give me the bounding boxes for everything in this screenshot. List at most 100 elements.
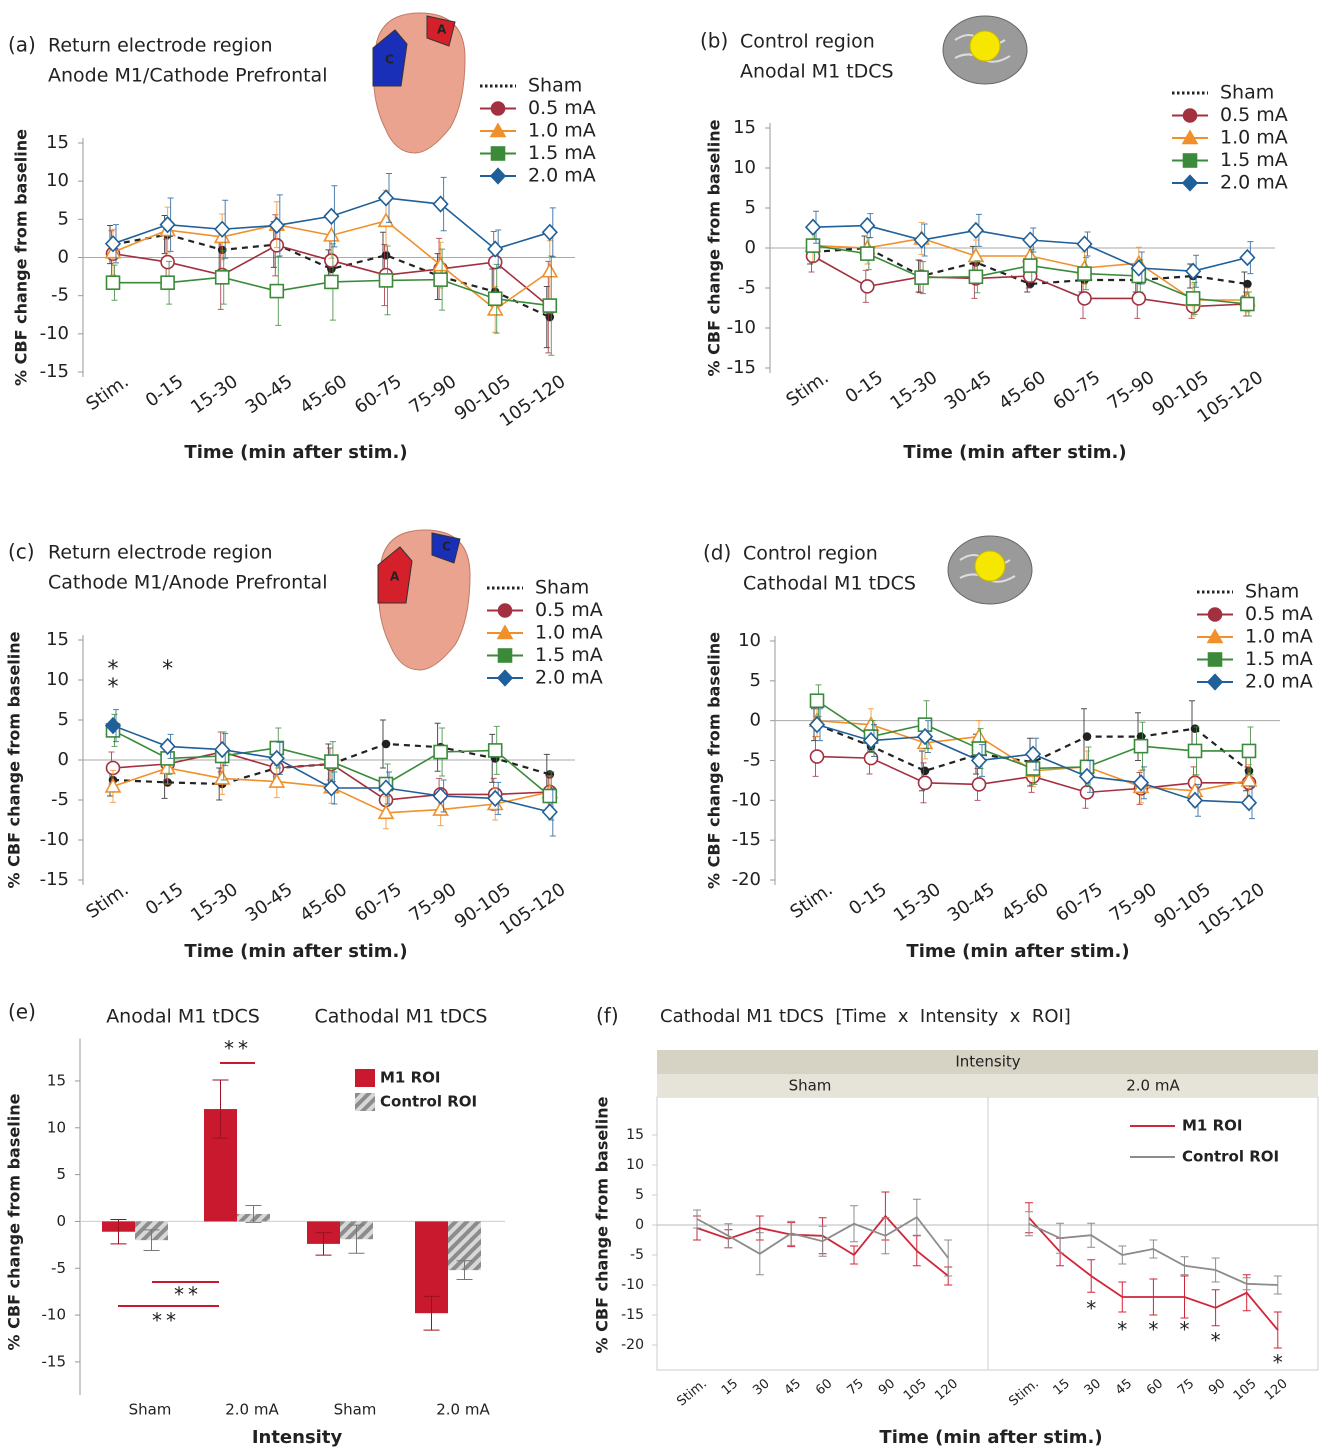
y-axis-title: % CBF change from baseline bbox=[12, 129, 31, 386]
significance-mark: * bbox=[108, 657, 119, 682]
x-tick-label: 15 bbox=[1051, 1376, 1073, 1398]
roi-highlight bbox=[970, 31, 1000, 61]
data-point bbox=[434, 746, 447, 759]
legend-marker bbox=[499, 649, 512, 662]
data-point bbox=[489, 744, 502, 757]
electrode-label: A bbox=[437, 23, 447, 37]
x-tick-label: Sham bbox=[334, 1401, 377, 1419]
data-point bbox=[973, 778, 986, 791]
panel-label: (a) bbox=[8, 33, 36, 57]
data-point bbox=[1243, 744, 1256, 757]
data-point bbox=[861, 247, 874, 260]
significance-label: ** bbox=[174, 1283, 202, 1307]
data-point bbox=[270, 285, 283, 298]
significance-mark: * bbox=[1211, 1328, 1221, 1352]
data-point bbox=[1078, 237, 1092, 252]
x-tick-label: 15-30 bbox=[187, 879, 242, 926]
legend-label: 1.0 mA bbox=[535, 622, 603, 644]
y-tick-label: -15 bbox=[42, 1352, 67, 1370]
y-tick-label: 0 bbox=[58, 247, 69, 268]
legend-marker bbox=[492, 147, 505, 160]
x-tick-label: 45 bbox=[782, 1376, 804, 1398]
x-tick-label: 2.0 mA bbox=[436, 1401, 490, 1419]
data-point bbox=[1024, 259, 1037, 272]
legend-label: 0.5 mA bbox=[1245, 603, 1313, 625]
data-point bbox=[543, 299, 556, 312]
y-tick-label: -10 bbox=[727, 317, 756, 338]
legend-marker bbox=[1208, 675, 1222, 690]
significance-mark: * bbox=[1148, 1318, 1158, 1342]
x-tick-label: 60-75 bbox=[1049, 367, 1104, 414]
data-point bbox=[1189, 744, 1202, 757]
legend-label: Sham bbox=[528, 75, 582, 97]
panel-label: (c) bbox=[8, 540, 35, 564]
panel-title: Control region bbox=[743, 543, 878, 565]
legend-marker bbox=[1184, 154, 1197, 167]
y-axis-title: % CBF change from baseline bbox=[705, 119, 724, 376]
y-tick-label: 15 bbox=[47, 1071, 66, 1089]
x-tick-label: 60 bbox=[813, 1376, 835, 1398]
roi-highlight bbox=[975, 551, 1005, 581]
y-tick-label: -20 bbox=[621, 1337, 644, 1353]
electrode-label: A bbox=[390, 570, 400, 584]
x-tick-label: 105 bbox=[901, 1376, 930, 1403]
x-tick-label: 60 bbox=[1144, 1376, 1166, 1398]
legend-label: 1.5 mA bbox=[1220, 149, 1288, 171]
y-tick-label: -10 bbox=[42, 1306, 67, 1324]
facet-header: Intensity bbox=[955, 1053, 1020, 1071]
y-tick-label: 5 bbox=[750, 670, 761, 691]
x-axis-title: Time (min after stim.) bbox=[184, 941, 407, 962]
legend-label: Sham bbox=[1220, 82, 1274, 104]
significance-mark: * bbox=[1180, 1318, 1190, 1342]
data-point bbox=[107, 276, 120, 289]
data-point bbox=[1027, 762, 1040, 775]
significance-mark: * bbox=[1117, 1318, 1127, 1342]
data-point bbox=[1023, 233, 1037, 248]
y-tick-label: 10 bbox=[738, 630, 761, 651]
panel-label: (e) bbox=[8, 1000, 36, 1024]
legend-label: 0.5 mA bbox=[535, 599, 603, 621]
data-point bbox=[865, 752, 878, 765]
data-point bbox=[922, 767, 929, 774]
x-tick-label: Stim. bbox=[674, 1376, 710, 1409]
data-point bbox=[543, 790, 556, 803]
y-tick-label: -15 bbox=[621, 1307, 644, 1323]
x-axis-title: Intensity bbox=[252, 1427, 343, 1448]
data-point bbox=[489, 292, 502, 305]
x-tick-label: Sham bbox=[129, 1401, 172, 1419]
y-tick-label: 15 bbox=[733, 117, 756, 138]
y-tick-label: -5 bbox=[51, 285, 69, 306]
significance-label: ** bbox=[224, 1037, 252, 1061]
x-tick-label: Stim. bbox=[1006, 1376, 1042, 1409]
y-tick-label: -10 bbox=[40, 829, 69, 850]
y-tick-label: -15 bbox=[727, 357, 756, 378]
x-tick-label: 75 bbox=[1175, 1376, 1197, 1398]
x-tick-label: 45 bbox=[1113, 1376, 1135, 1398]
x-tick-label: 2.0 mA bbox=[225, 1401, 279, 1419]
y-tick-label: -10 bbox=[732, 789, 761, 810]
x-tick-label: 30-45 bbox=[242, 879, 297, 926]
data-point bbox=[546, 314, 553, 321]
data-point bbox=[215, 222, 229, 237]
legend-marker bbox=[1209, 653, 1222, 666]
panel-title: Cathode M1/Anode Prefrontal bbox=[48, 572, 327, 594]
data-point bbox=[861, 280, 874, 293]
y-tick-label: 15 bbox=[626, 1127, 644, 1143]
legend-label: 0.5 mA bbox=[528, 97, 596, 119]
data-point bbox=[488, 242, 502, 257]
group-title: Cathodal M1 tDCS bbox=[315, 1006, 488, 1028]
x-axis-title: Time (min after stim.) bbox=[879, 1427, 1102, 1448]
legend-label: 2.0 mA bbox=[528, 165, 596, 187]
data-point bbox=[380, 274, 393, 287]
y-tick-label: 0 bbox=[56, 1212, 66, 1230]
x-tick-label: 15 bbox=[719, 1376, 741, 1398]
legend-marker bbox=[1184, 109, 1197, 122]
significance-mark: * bbox=[162, 657, 173, 682]
panel-label: (b) bbox=[700, 29, 728, 53]
data-point bbox=[1240, 250, 1254, 265]
legend-marker bbox=[1209, 608, 1222, 621]
data-point bbox=[1078, 292, 1091, 305]
y-tick-label: -15 bbox=[40, 361, 69, 382]
legend-label: 2.0 mA bbox=[1245, 671, 1313, 693]
y-tick-label: -5 bbox=[51, 789, 69, 810]
